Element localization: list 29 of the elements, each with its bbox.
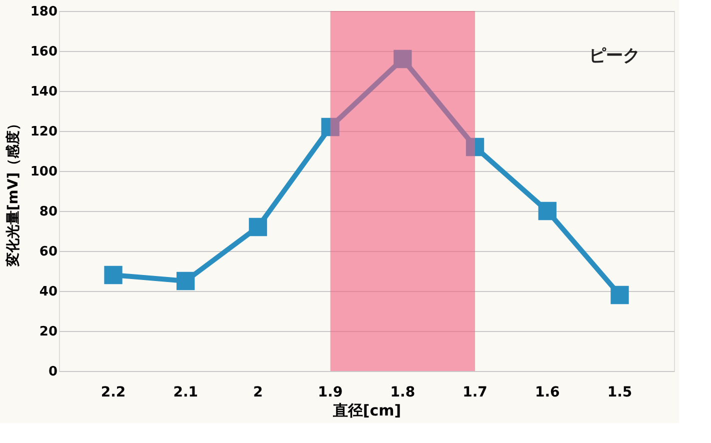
y-tick-label: 180: [30, 4, 58, 20]
y-tick-label: 80: [39, 204, 58, 220]
x-axis-title: 直径[cm]: [332, 402, 402, 420]
x-tick-label: 1.9: [318, 384, 343, 400]
y-tick-label: 60: [39, 244, 58, 260]
x-tick-label: 1.5: [607, 384, 632, 400]
x-tick-label: 2: [253, 384, 263, 400]
point: [176, 272, 195, 290]
annotation: ピーク: [589, 46, 640, 66]
y-tick-label: 120: [30, 124, 58, 140]
point: [466, 138, 484, 156]
x-tick-label: 2.2: [100, 384, 126, 400]
point: [394, 50, 412, 68]
y-tick-label: 20: [39, 324, 58, 340]
y-tick-label: 40: [39, 284, 58, 300]
y-tick-label: 140: [30, 84, 58, 100]
point: [610, 286, 629, 304]
point: [538, 202, 556, 220]
x-tick-label: 1.7: [462, 384, 488, 400]
x-tick-label: 1.8: [390, 384, 416, 400]
x-tick-label: 1.6: [534, 384, 560, 400]
y-tick-label: 100: [30, 164, 58, 180]
point: [321, 118, 340, 136]
x-tick-label: 2.1: [173, 384, 198, 400]
y-tick-label: 0: [48, 364, 58, 380]
point: [104, 266, 122, 284]
y-tick-label: 160: [30, 44, 58, 60]
y-axis-title: 変化光量[mV]（感度）: [4, 116, 22, 268]
point: [248, 218, 268, 236]
